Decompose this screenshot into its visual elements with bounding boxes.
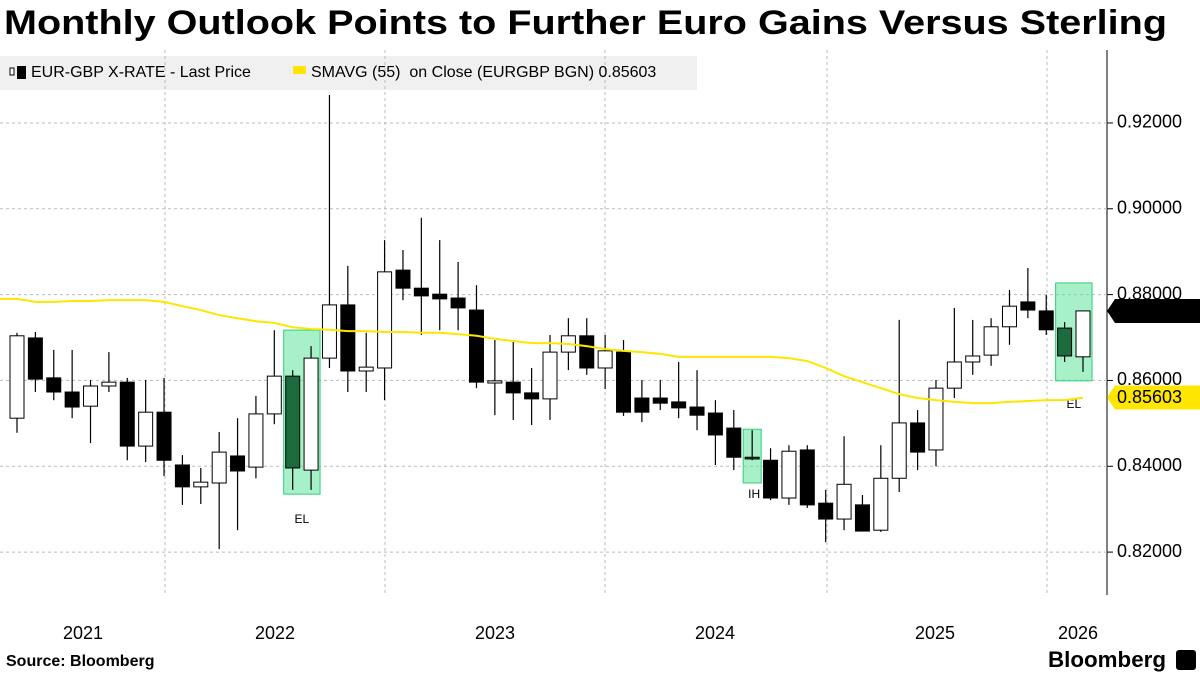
candle-body [358,366,374,372]
candle-body [763,459,779,499]
candle-body [597,350,613,369]
candle-body [487,380,503,384]
candle-body [303,357,319,471]
candle-body [340,304,356,372]
candle-body [983,326,999,356]
candle-body [744,456,760,460]
x-tick-label: 2025 [915,623,955,643]
annotation: EL [1066,397,1081,411]
legend-box [0,56,697,90]
candle-body [230,455,246,472]
candle-body [285,375,301,469]
candle-body [579,335,595,369]
x-tick-label: 2023 [475,623,515,643]
price-tag [1107,299,1200,324]
x-tick-label: 2021 [63,623,103,643]
candle-body [616,351,632,413]
candle-body [64,391,80,408]
candle-body [266,375,282,415]
candle-body [707,412,723,436]
annotation: IH [748,487,760,501]
candle-body [1020,301,1036,311]
candle-body [395,269,411,289]
candle-body [450,297,466,309]
candle-body [891,422,907,479]
candle-body [652,397,668,404]
y-tick-label: 0.84000 [1117,455,1182,475]
candle-body [27,337,43,380]
candle-body [119,381,135,447]
y-tick-label: 0.82000 [1117,541,1182,561]
sma-line [0,297,1084,405]
candle-body [524,392,540,400]
legend-swatch [9,67,15,76]
y-tick-label: 0.92000 [1117,112,1182,132]
candle-body [781,450,797,499]
candle-body [854,504,870,532]
candle-body [946,361,962,389]
candle-body [83,385,99,407]
candle-body [1001,305,1017,328]
candle-body [505,381,521,394]
y-tick-label: 0.90000 [1117,198,1182,218]
legend-label: SMAVG (55) on Close (EURGBP BGN) 0.85603 [311,64,656,81]
candle-body [321,304,337,359]
candle-body [542,351,558,400]
y-tick-label: 0.86000 [1117,369,1182,389]
candle-body [468,309,484,383]
candle-body [836,483,852,520]
candle-body [818,502,834,520]
candle-body [248,413,264,468]
price-tag [1107,385,1200,410]
candle-body [1057,327,1073,357]
candle-body [1075,310,1091,358]
candle-body [413,287,429,297]
candle-body [138,411,154,447]
legend-swatch [17,66,26,79]
candle-body [726,427,742,458]
candle-body [174,464,190,488]
y-tick-label: 0.88000 [1117,283,1182,303]
candle-body [193,481,209,488]
candle-body [873,477,889,531]
source: Source: Bloomberg [6,653,154,670]
candle-body [1038,310,1054,331]
candle-body [928,387,944,451]
candle-body [689,406,705,416]
candle-body [377,271,393,369]
x-tick-label: 2022 [255,623,295,643]
candle-body [965,355,981,363]
candle-body [432,293,448,300]
candle-body [211,451,227,484]
chart-title: Monthly Outlook Points to Further Euro G… [4,4,1167,42]
annotation: EL [295,512,310,526]
legend-swatch [293,66,306,74]
candle-body [799,449,815,506]
brand: Bloomberg [1048,647,1166,672]
price-tag-label: 0.87617 [1117,301,1182,321]
x-tick-label: 2026 [1058,623,1098,643]
candle-body [46,377,62,393]
candle-body [9,335,25,419]
candle-body [671,401,687,409]
candle-body [101,381,117,387]
legend-label: EUR-GBP X-RATE - Last Price [31,64,251,81]
candle-body [910,422,926,453]
candle-body [634,397,650,413]
candle-body [156,411,172,461]
price-tag-label: 0.85603 [1117,387,1182,407]
brand-icon [1176,650,1196,670]
x-tick-label: 2024 [695,623,735,643]
